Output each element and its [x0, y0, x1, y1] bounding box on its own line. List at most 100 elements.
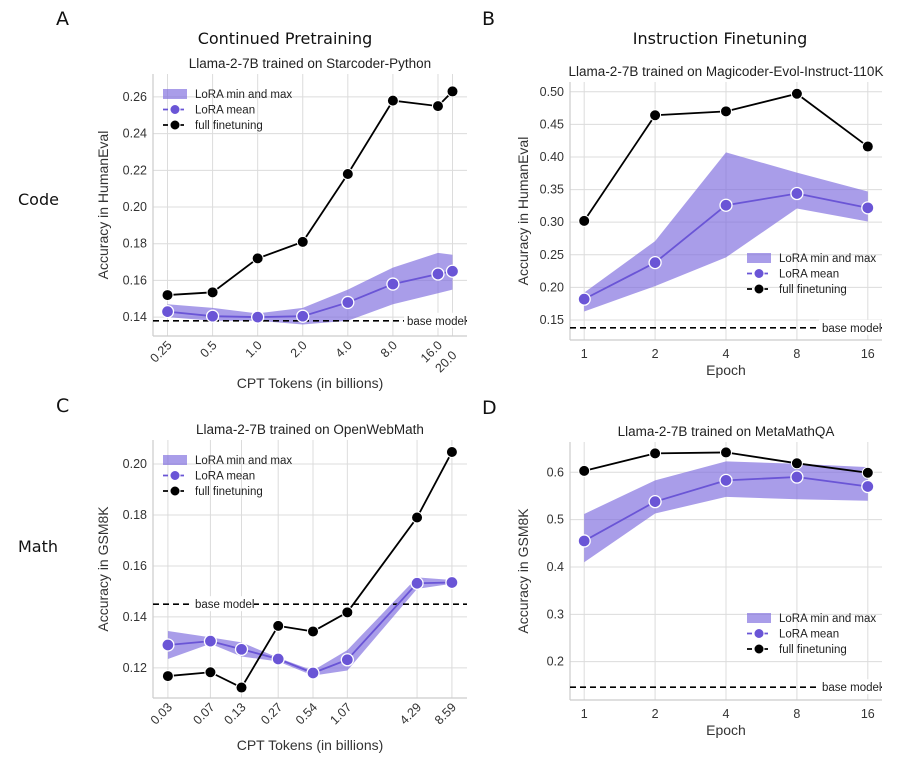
- y-tick-label: 0.5: [547, 513, 564, 527]
- x-tick-label: 0.5: [198, 338, 220, 360]
- x-tick-label: 4: [723, 707, 730, 721]
- panel-label-c: C: [56, 395, 70, 417]
- full-finetuning-point: [341, 167, 354, 180]
- row-label-math: Math: [18, 537, 59, 556]
- full-finetuning-point: [296, 235, 309, 248]
- lora-mean-point: [251, 310, 265, 324]
- y-tick-label: 0.14: [123, 310, 147, 324]
- lora-mean-point: [861, 201, 875, 215]
- x-tick-label: 2: [652, 707, 659, 721]
- y-tick-label: 0.30: [540, 215, 564, 229]
- x-tick-label: 4: [723, 347, 730, 361]
- x-axis-label: Epoch: [706, 362, 746, 378]
- legend-entry: full finetuning: [195, 486, 263, 498]
- lora-mean-point: [306, 666, 320, 680]
- full-finetuning-point: [206, 286, 219, 299]
- lora-mean-point: [340, 653, 354, 667]
- lora-mean-point: [296, 309, 310, 323]
- legend-entry: full finetuning: [779, 284, 847, 296]
- panel-c: 0.12 0.14 0.16 0.18 0.20 0.03 0.07 0.13 0.27 0.54…: [95, 422, 467, 753]
- legend-marker: [169, 119, 181, 131]
- y-tick-label: 0.14: [123, 610, 147, 624]
- x-tick-label: 8.59: [432, 700, 459, 727]
- lora-min-max-band: [584, 461, 868, 563]
- full-finetuning-point: [341, 606, 354, 619]
- y-tick-label: 0.16: [123, 273, 147, 287]
- full-finetuning-point: [445, 445, 458, 458]
- chart-title: Llama-2-7B trained on OpenWebMath: [196, 422, 424, 437]
- lora-mean-point: [431, 267, 445, 281]
- lora-mean-point: [719, 473, 733, 487]
- row-label-code: Code: [18, 190, 59, 209]
- full-finetuning-point: [578, 214, 591, 227]
- legend-entry: LoRA mean: [195, 471, 255, 483]
- x-tick-label: 0.03: [148, 700, 175, 727]
- y-axis-label: Accuracy in HumanEval: [95, 131, 111, 280]
- y-tick-label: 0.50: [540, 85, 564, 99]
- lora-mean-point: [648, 494, 662, 509]
- panel-a: 0.14 0.16 0.18 0.20 0.22 0.24 0.26 0.25 0.5 1.0 2.…: [95, 56, 467, 391]
- legend-band-swatch: [163, 89, 187, 99]
- lora-mean-point: [205, 309, 220, 323]
- chart-title: Llama-2-7B trained on Starcoder-Python: [189, 56, 431, 71]
- full-finetuning-line: [167, 90, 454, 296]
- base-model-label-bg: [819, 679, 881, 695]
- x-axis-label: Epoch: [706, 722, 746, 738]
- base-model-label-bg: [819, 319, 881, 335]
- full-finetuning-point: [411, 511, 424, 524]
- base-model-label: base model: [407, 316, 466, 328]
- legend-marker: [753, 628, 765, 639]
- legend-entry: full finetuning: [779, 644, 847, 656]
- y-tick-label: 0.16: [123, 559, 147, 573]
- full-finetuning-point: [578, 464, 591, 477]
- x-tick-label: 8.0: [378, 338, 400, 360]
- y-tick-label: 0.3: [547, 607, 564, 621]
- lora-mean-point: [445, 575, 459, 590]
- panel-b: 0.15 0.20 0.25 0.30 0.35 0.40 0.45 0.50 1 2 4 8 16 Ll…: [515, 64, 883, 378]
- x-tick-label: 0.07: [190, 700, 217, 727]
- base-model-label: base model: [822, 323, 881, 335]
- full-finetuning-point: [720, 105, 732, 118]
- lora-mean-point: [203, 634, 218, 648]
- full-finetuning-point: [431, 100, 444, 113]
- legend-marker: [753, 283, 765, 295]
- y-axis-label: Accuracy in HumanEval: [515, 137, 531, 286]
- legend-entry: full finetuning: [195, 120, 263, 132]
- legend-entry: LoRA min and max: [779, 613, 876, 625]
- legend-entry: LoRA mean: [195, 105, 255, 117]
- column-title-finetuning: Instruction Finetuning: [632, 29, 808, 48]
- lora-mean-point: [386, 277, 400, 291]
- y-tick-label: 0.40: [540, 150, 564, 164]
- full-finetuning-point: [790, 457, 803, 470]
- y-tick-label: 0.25: [540, 248, 564, 262]
- chart-title: Llama-2-7B trained on Magicoder-Evol-Ins…: [569, 64, 884, 79]
- full-finetuning-point: [446, 85, 459, 98]
- y-tick-label: 0.24: [123, 127, 147, 141]
- x-tick-label: 0.25: [148, 338, 175, 365]
- y-tick-label: 0.12: [123, 661, 147, 675]
- lora-mean-point: [577, 292, 591, 306]
- lora-mean-point: [719, 198, 733, 212]
- legend-marker: [169, 485, 181, 497]
- legend-entry: LoRA min and max: [779, 253, 876, 265]
- legend-marker: [753, 268, 765, 279]
- y-axis-label: Accuracy in GSM8K: [515, 508, 531, 634]
- x-tick-label: 0.27: [258, 700, 285, 727]
- full-finetuning-point: [861, 466, 874, 479]
- base-model-label-bg: [192, 596, 254, 612]
- y-tick-label: 0.20: [123, 200, 147, 214]
- panel-label-b: B: [482, 8, 496, 30]
- y-tick-label: 0.6: [547, 465, 564, 479]
- full-finetuning-point: [161, 289, 174, 302]
- column-title-pretraining: Continued Pretraining: [197, 29, 373, 48]
- full-finetuning-point: [649, 447, 662, 460]
- legend-entry: LoRA min and max: [195, 89, 292, 101]
- panel-label-a: A: [56, 8, 69, 30]
- lora-mean-point: [790, 470, 804, 484]
- x-tick-label: 2: [652, 347, 659, 361]
- y-tick-label: 0.22: [123, 163, 147, 177]
- x-tick-label: 2.0: [288, 338, 310, 360]
- full-finetuning-point: [861, 140, 874, 153]
- legend-marker: [169, 470, 181, 481]
